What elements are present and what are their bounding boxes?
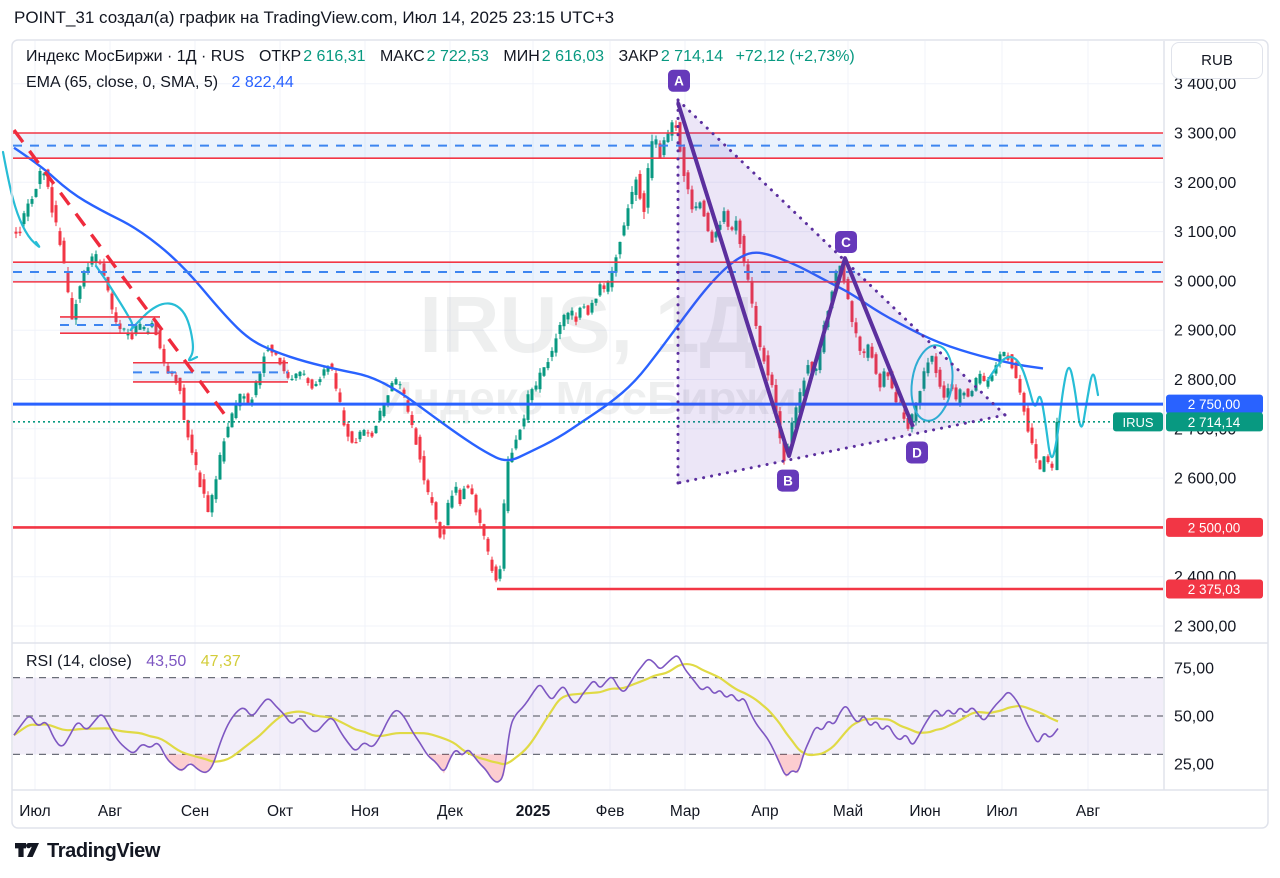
change-value: +72,12 (+2,73%) xyxy=(735,48,855,65)
candles-layer xyxy=(14,120,1059,583)
symbol-title: Индекс МосБиржи · 1Д · RUS xyxy=(26,48,245,65)
rsi-legend[interactable]: RSI (14, close) 43,50 47,37 xyxy=(26,653,241,671)
tradingview-logo-icon xyxy=(15,842,39,857)
svg-text:Авг: Авг xyxy=(1076,803,1101,820)
svg-text:2 714,14: 2 714,14 xyxy=(1188,415,1241,430)
svg-text:Апр: Апр xyxy=(751,803,778,820)
price-axis[interactable]: 3 400,00 3 300,00 3 200,00 3 100,00 3 000,00… xyxy=(1174,76,1236,773)
rsi-ma-value: 47,37 xyxy=(200,653,241,670)
svg-text:25,00: 25,00 xyxy=(1174,757,1214,774)
svg-text:2025: 2025 xyxy=(516,803,551,820)
price-levels xyxy=(13,132,1163,591)
svg-text:2 600,00: 2 600,00 xyxy=(1174,471,1236,488)
pattern-label-d[interactable]: D xyxy=(906,441,928,464)
trend-line-dashed xyxy=(12,129,227,417)
svg-text:Фев: Фев xyxy=(596,803,625,820)
svg-text:3 100,00: 3 100,00 xyxy=(1174,224,1236,241)
svg-text:3 200,00: 3 200,00 xyxy=(1174,175,1236,192)
svg-text:50,00: 50,00 xyxy=(1174,709,1214,726)
ema-legend[interactable]: EMA (65, close, 0, SMA, 5) 2 822,44 xyxy=(26,74,294,92)
svg-text:2 300,00: 2 300,00 xyxy=(1174,619,1236,636)
svg-text:C: C xyxy=(841,235,851,250)
svg-text:Индекс МосБиржи: Индекс МосБиржи xyxy=(379,372,797,424)
footer-logo[interactable]: TradingView xyxy=(14,840,160,863)
svg-text:2 750,00: 2 750,00 xyxy=(1188,397,1241,412)
svg-text:A: A xyxy=(674,74,684,89)
svg-text:3 400,00: 3 400,00 xyxy=(1174,76,1236,93)
svg-text:2 900,00: 2 900,00 xyxy=(1174,323,1236,340)
svg-text:Сен: Сен xyxy=(181,803,209,820)
svg-text:3 300,00: 3 300,00 xyxy=(1174,126,1236,143)
svg-text:Мар: Мар xyxy=(670,803,700,820)
svg-text:Ноя: Ноя xyxy=(351,803,379,820)
triangle-pattern: A B C D xyxy=(668,69,1007,492)
close-label: ЗАКР xyxy=(618,48,659,65)
low-value: 2 616,03 xyxy=(541,48,605,65)
rsi-line xyxy=(13,655,1059,783)
ema-line xyxy=(13,146,1044,462)
close-value: 2 714,14 xyxy=(660,48,724,65)
page-title: POINT_31 создал(а) график на TradingView… xyxy=(14,8,615,27)
high-label: МАКС xyxy=(379,48,425,65)
svg-text:Июл: Июл xyxy=(986,803,1017,820)
svg-text:B: B xyxy=(783,474,793,489)
svg-text:2 375,03: 2 375,03 xyxy=(1188,582,1241,597)
high-value: 2 722,53 xyxy=(426,48,489,65)
rsi-ma-line xyxy=(13,662,1059,766)
ema-label: EMA (65, close, 0, SMA, 5) xyxy=(26,74,219,91)
svg-text:Май: Май xyxy=(833,803,863,820)
svg-text:D: D xyxy=(912,445,922,460)
pattern-label-c[interactable]: C xyxy=(835,230,857,253)
pattern-label-b[interactable]: B xyxy=(777,469,799,492)
time-axis[interactable]: Июл Авг Сен Окт Ноя Дек 2025 Фев Мар Апр Май Июн Июл… xyxy=(19,803,1100,820)
svg-text:Июл: Июл xyxy=(19,803,50,820)
svg-text:2 800,00: 2 800,00 xyxy=(1174,372,1236,389)
pattern-label-a[interactable]: A xyxy=(668,69,690,92)
rsi-pane xyxy=(13,655,1163,784)
open-label: ОТКР xyxy=(258,48,302,65)
brush-drawings xyxy=(1,150,1100,459)
price-badges: 2 750,00 IRUS 2 714,14 2 500,00 2 375,03 xyxy=(1113,394,1263,599)
ema-value: 2 822,44 xyxy=(231,74,294,91)
svg-text:IRUS: IRUS xyxy=(1122,415,1153,430)
svg-text:Окт: Окт xyxy=(267,803,293,820)
currency-button[interactable]: RUB xyxy=(1171,42,1263,79)
open-value: 2 616,31 xyxy=(303,48,366,65)
svg-text:Авг: Авг xyxy=(98,803,123,820)
svg-text:Июн: Июн xyxy=(909,803,940,820)
svg-text:3 000,00: 3 000,00 xyxy=(1174,273,1236,290)
svg-text:75,00: 75,00 xyxy=(1174,661,1214,678)
rsi-label: RSI (14, close) xyxy=(26,653,132,670)
svg-text:Дек: Дек xyxy=(437,803,463,820)
rsi-value: 43,50 xyxy=(146,653,187,670)
brand-name: TradingView xyxy=(47,840,161,862)
symbol-legend[interactable]: Индекс МосБиржи · 1Д · RUS ОТКР 2 616,31 … xyxy=(26,48,855,66)
chart-frame xyxy=(11,39,1269,829)
svg-text:2 500,00: 2 500,00 xyxy=(1188,520,1241,535)
low-label: МИН xyxy=(503,48,540,65)
